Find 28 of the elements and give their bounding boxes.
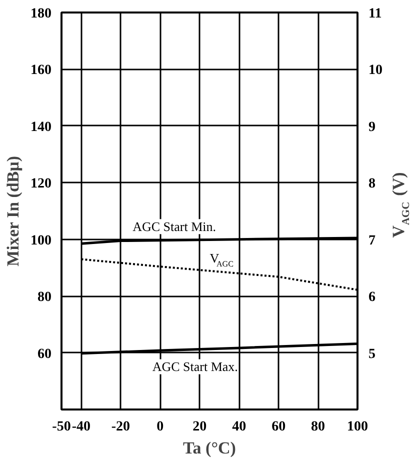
y-tick-label: 80 (38, 290, 52, 306)
x-tick-label: 40 (232, 420, 246, 434)
y-axis-title: Mixer In (dBμ) (4, 156, 22, 266)
y2-tick-label: 6 (368, 290, 376, 306)
x-axis-title: Ta (°C) (183, 438, 236, 458)
y2-tick-label: 9 (368, 120, 376, 135)
y2-tick-label: 5 (368, 346, 376, 362)
y-tick-label: 60 (38, 346, 52, 362)
y-tick-label: 140 (30, 120, 52, 135)
x-tick-label: -40 (72, 420, 91, 434)
y-tick-label: 100 (30, 233, 52, 248)
series-label: AGC Start Min. (132, 219, 216, 234)
y2-axis-title: VAGC (V) (389, 172, 412, 238)
x-tick-label: -20 (111, 420, 130, 434)
y2-tick-label: 8 (368, 176, 376, 192)
y-tick-label: 180 (30, 6, 52, 22)
x-tick-label: 80 (311, 420, 326, 434)
x-tick-label: 60 (272, 420, 286, 434)
y2-tick-label: 10 (368, 63, 382, 78)
y2-tick-label: 11 (368, 6, 382, 22)
x-tick-label: 0 (156, 420, 164, 434)
x-tick-label: 20 (192, 420, 207, 434)
y-tick-label: 160 (30, 63, 52, 78)
y-tick-label: 120 (30, 176, 52, 192)
series-label: AGC Start Max. (152, 359, 238, 374)
x-tick-label: -50 (52, 420, 71, 434)
x-tick-label: 100 (347, 420, 368, 434)
y2-tick-label: 7 (368, 233, 376, 248)
